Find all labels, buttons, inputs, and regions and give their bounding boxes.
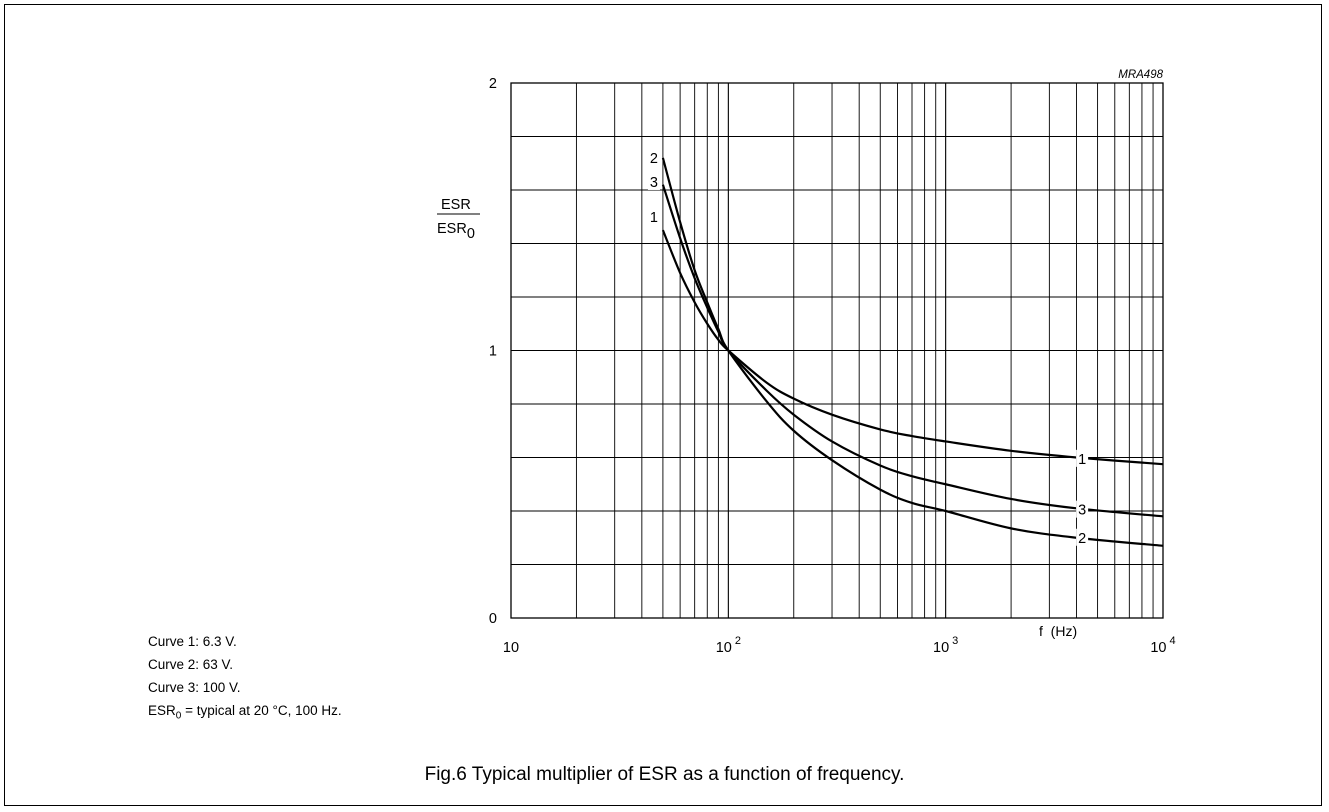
y-tick-label: 0 bbox=[489, 611, 497, 627]
figure-code: MRA498 bbox=[1118, 69, 1163, 81]
series-lines bbox=[661, 157, 1164, 547]
x-axis-label: f (Hz) bbox=[1039, 623, 1077, 639]
y-tick-label: 1 bbox=[489, 344, 497, 360]
series-label-bg bbox=[1076, 500, 1089, 518]
series-line-2 bbox=[661, 157, 1164, 547]
x-tick-label: 10 2 bbox=[716, 635, 741, 656]
note-esr0: ESR0 = typical at 20 °C, 100 Hz. bbox=[148, 703, 342, 722]
series-labels: 1 1 2 2 3 3 bbox=[647, 148, 1089, 547]
figure-caption: Fig.6 Typical multiplier of ESR as a fun… bbox=[424, 764, 905, 785]
series-label-bg bbox=[647, 148, 660, 166]
series-label-2: 2 bbox=[1078, 531, 1086, 547]
series-label-2: 2 bbox=[650, 151, 658, 167]
plot-border bbox=[510, 82, 1164, 619]
y-axis-label: ESR ESR0 bbox=[437, 197, 480, 242]
note-curve-3: Curve 3: 100 V. bbox=[148, 680, 241, 695]
series-label-bg bbox=[647, 207, 660, 225]
tick-labels: 0 1 2 10 10 2 10 3 10 4 bbox=[489, 76, 1176, 656]
series-label-3: 3 bbox=[1078, 503, 1086, 519]
y-axis-label-denominator: ESR0 bbox=[437, 221, 475, 242]
series-line-1 bbox=[661, 229, 1164, 466]
series-label-1: 1 bbox=[650, 210, 658, 226]
y-axis-label-numerator: ESR bbox=[441, 197, 471, 213]
series-label-1: 1 bbox=[1078, 452, 1086, 468]
x-tick-label: 10 3 bbox=[933, 635, 958, 656]
x-tick-label: 10 4 bbox=[1150, 635, 1175, 656]
series-label-bg bbox=[1076, 528, 1089, 546]
note-curve-2: Curve 2: 63 V. bbox=[148, 657, 234, 672]
curve-notes: Curve 1: 6.3 V. Curve 2: 63 V. Curve 3: … bbox=[148, 630, 342, 728]
note-curve-1: Curve 1: 6.3 V. bbox=[148, 634, 237, 649]
grid bbox=[511, 83, 1163, 618]
x-tick-label: 10 bbox=[503, 640, 519, 656]
series-label-bg bbox=[1076, 449, 1089, 467]
series-line-3 bbox=[661, 184, 1164, 518]
series-label-bg bbox=[647, 172, 660, 190]
y-tick-label: 2 bbox=[489, 76, 497, 92]
series-label-3: 3 bbox=[650, 175, 658, 191]
